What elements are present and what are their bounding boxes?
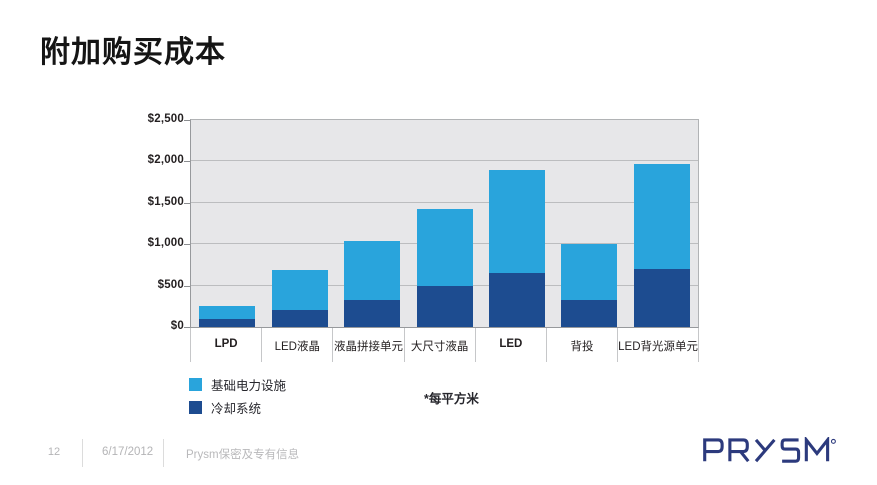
gridline [191,160,698,162]
bar-segment [271,269,328,311]
y-axis: $2,500 $2,000 $1,500 $1,000 $500 $0 [118,113,190,332]
legend-swatch-icon [189,378,202,391]
y-axis-label: $0 [170,320,184,332]
footer-divider [82,439,83,467]
page-number: 12 [47,446,61,458]
bar-segment [271,310,328,327]
bar-segment [199,318,256,327]
x-axis-label: LED [474,328,546,362]
page-title: 附加购买成本 [40,36,226,69]
footer-date: 6/17/2012 [102,446,154,458]
x-axis-label: 大尺寸液晶 [403,328,475,362]
chart-legend: 基础电力设施 冷却系统 [189,378,286,424]
legend-label: 冷却系统 [211,402,262,416]
y-axis-tick [184,161,190,163]
y-axis-label: $2,500 [147,113,184,125]
bar-segment [416,208,473,287]
logo-letter-r [728,438,749,462]
bar-segment [416,286,473,327]
legend-label: 基础电力设施 [211,379,287,393]
bar-segment [633,269,690,327]
x-axis-label: 背投 [545,328,617,362]
y-axis-tick [184,285,190,287]
logo-letter-m [804,437,830,462]
unit-note: *每平方米 [424,392,479,406]
y-axis-tick [184,327,190,328]
legend-item: 基础电力设施 [189,378,287,393]
bar-segment [488,273,545,327]
y-axis-tick [184,120,190,121]
bar-segment [488,169,545,274]
prysm-logo [703,437,836,463]
bar-segment [344,299,401,327]
y-axis-label: $1,000 [147,237,184,250]
y-axis-tick [184,244,190,246]
plot-area [190,119,699,328]
registered-mark-icon [830,438,836,444]
legend-swatch-icon [189,401,202,414]
y-axis-label: $500 [157,278,184,291]
bar-segment [633,163,690,270]
footer-divider [163,439,164,467]
footer-confidential: Prysm保密及专有信息 [186,449,300,461]
x-axis-label: LED背光源单元 [617,328,699,362]
bar-segment [344,240,401,300]
logo-letter-p [703,438,724,462]
bar-segment [561,244,618,300]
y-axis-tick [184,202,190,204]
bar-segment [199,306,256,319]
y-axis-label: $2,000 [147,154,184,167]
x-axis-label: LED液晶 [261,328,332,362]
y-axis-label: $1,500 [147,195,184,208]
x-axis-label: LPD [190,328,261,362]
logo-letter-y [754,438,776,463]
bar-segment [561,299,618,327]
gridline [191,201,698,203]
x-axis-label: 液晶拼接单元 [332,328,403,362]
x-axis: LPD LED液晶 液晶拼接单元 大尺寸液晶 LED 背投 LED背光源单元 [190,328,699,362]
legend-item: 冷却系统 [189,401,286,416]
logo-letter-s [780,438,801,463]
logo-letter-r-leg [739,450,750,463]
